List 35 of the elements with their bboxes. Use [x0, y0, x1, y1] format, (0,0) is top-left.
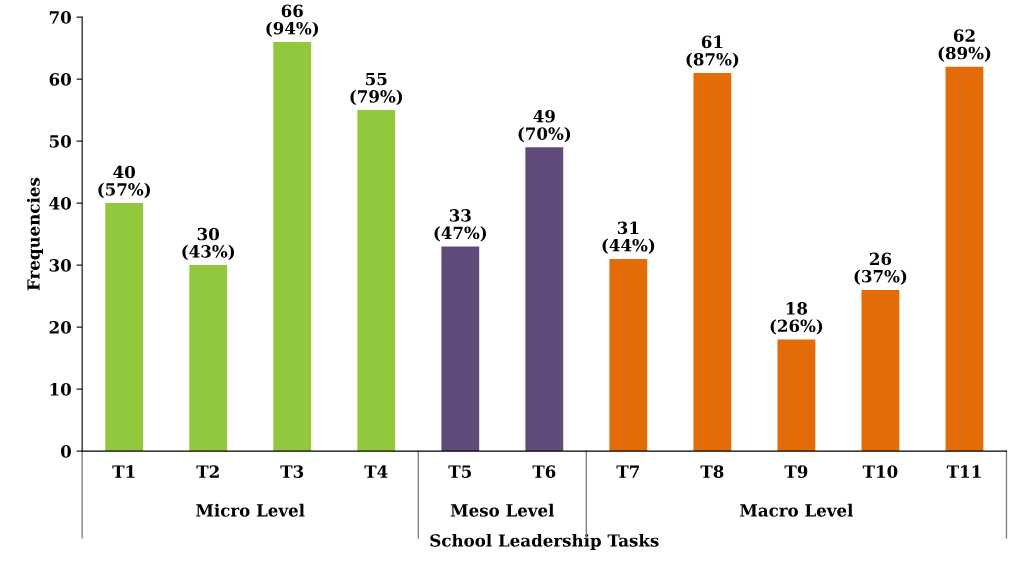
data-label: 55 (79%) — [350, 72, 403, 106]
x-tick-label: T1 — [112, 465, 135, 478]
y-tick-label: 20 — [49, 321, 71, 334]
x-tick-label: T3 — [280, 465, 304, 478]
y-tick-label: 60 — [49, 73, 71, 86]
data-label: 61 (87%) — [686, 35, 739, 68]
data-label: 62 (89%) — [938, 29, 991, 62]
x-tick-label: T6 — [532, 465, 556, 478]
text: Micro Level — [196, 503, 305, 517]
x-tick-label: T2 — [196, 465, 219, 478]
y-axis-title: Frequencies — [26, 177, 43, 291]
x-tick-label: T4 — [364, 465, 388, 478]
x-tick-label: T5 — [448, 465, 472, 478]
y-tick-label: 70 — [49, 11, 71, 24]
y-tick-label: 30 — [49, 259, 71, 272]
data-label: 40 (57%) — [98, 165, 150, 199]
data-label: 30 (43%) — [182, 227, 235, 261]
x-axis-title: School Leadership Tasks — [430, 533, 659, 551]
data-label: 33 (47%) — [434, 209, 487, 242]
text: Meso Level — [450, 503, 555, 517]
data-label: 18 (26%) — [770, 302, 823, 335]
x-tick-label: T7 — [616, 465, 639, 478]
x-tick-label: T8 — [700, 465, 724, 478]
text: Macro Level — [740, 503, 853, 517]
data-label: 49 (70%) — [518, 109, 571, 143]
y-tick-label: 0 — [60, 445, 71, 458]
y-tick-label: 40 — [49, 197, 71, 210]
y-tick-label: 10 — [50, 383, 71, 396]
x-tick-label: T10 — [862, 465, 898, 478]
data-label: 66 (94%) — [266, 4, 319, 37]
y-tick-label: 50 — [49, 135, 71, 148]
data-label: 31 (44%) — [602, 221, 655, 254]
data-label: 26 (37%) — [854, 252, 907, 285]
x-tick-label: T9 — [784, 465, 808, 478]
x-tick-label: T11 — [946, 465, 981, 478]
